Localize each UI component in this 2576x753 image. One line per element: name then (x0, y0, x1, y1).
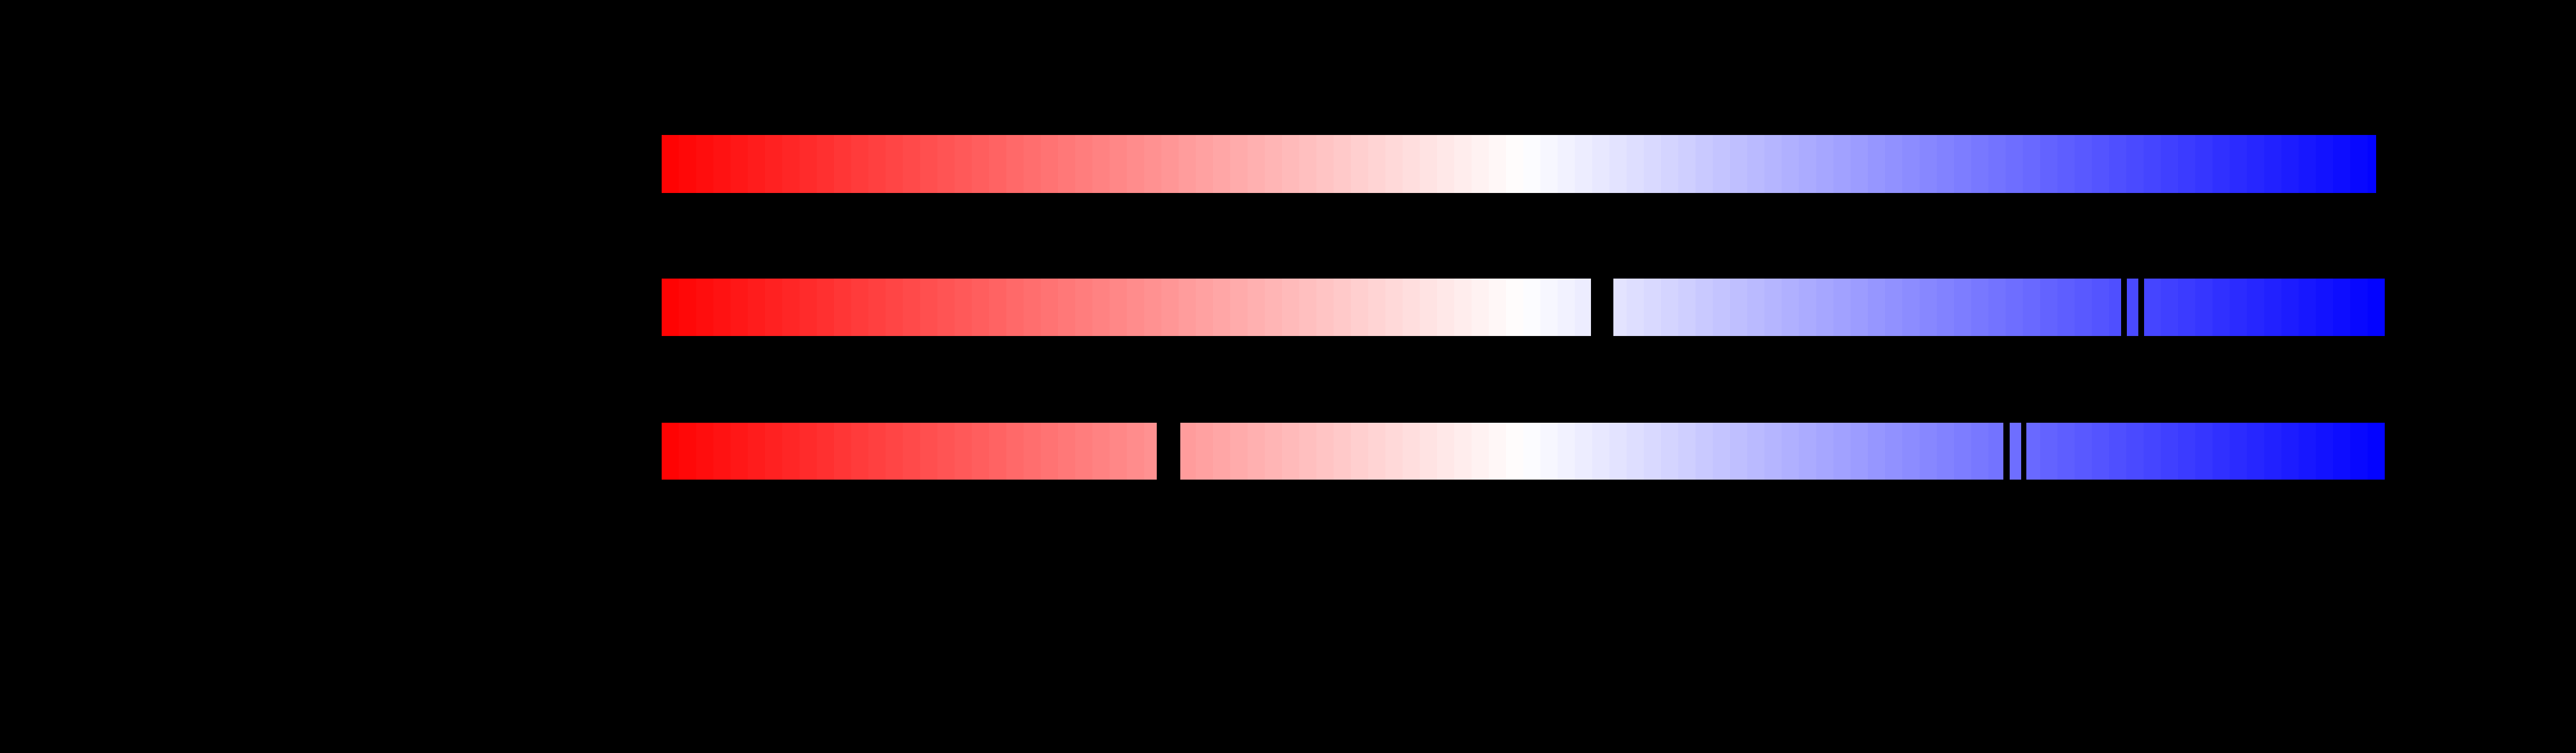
gradient-bar-1 (662, 135, 2376, 193)
gradient-bar-3 (662, 423, 2385, 480)
gradient-bar-2-gap (2138, 279, 2144, 336)
gradient-bar-3-gap (2021, 423, 2026, 480)
gradient-bar-3-gap (1157, 423, 1180, 480)
gradient-bar-2 (662, 279, 2385, 336)
gradient-bar-2-gap (1591, 279, 1613, 336)
gradient-bar-2-gap (2121, 279, 2127, 336)
gradient-bar-3-gap (2003, 423, 2010, 480)
